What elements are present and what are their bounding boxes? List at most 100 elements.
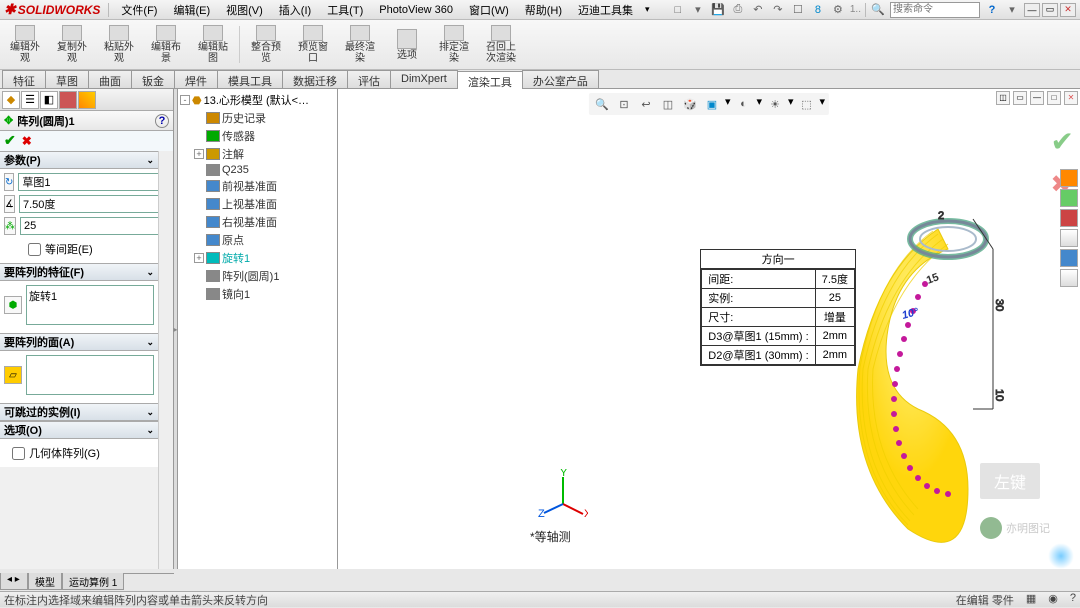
ribbon-编辑布[interactable]: 编辑布景 bbox=[143, 22, 189, 67]
tab-3[interactable]: 钣金 bbox=[131, 70, 175, 88]
tree-item[interactable]: Q235 bbox=[180, 163, 335, 177]
tree-item[interactable]: 前视基准面 bbox=[180, 177, 335, 195]
view-orient-icon[interactable]: 🎲 bbox=[681, 95, 699, 113]
scene-icon[interactable]: ☀ bbox=[766, 95, 784, 113]
vc-2-icon[interactable]: ▭ bbox=[1013, 91, 1027, 105]
tree-item[interactable]: + 旋转1 bbox=[180, 249, 335, 267]
rt-4-icon[interactable] bbox=[1060, 229, 1078, 247]
features-list[interactable]: 旋转1 bbox=[26, 285, 154, 325]
display-style-icon[interactable]: ▣ bbox=[703, 95, 721, 113]
face-list-icon[interactable]: ▱ bbox=[4, 366, 22, 384]
menu-insert[interactable]: 插入(I) bbox=[275, 2, 315, 18]
viewport[interactable]: 🔍 ⊡ ↩ ◫ 🎲 ▣▾ ◐▾ ☀▾ ⬚▾ ◫ ▭ — □ ✕ ✔ ✖ bbox=[338, 89, 1080, 569]
qa-redo-icon[interactable]: ↷ bbox=[770, 2, 786, 18]
tab-2[interactable]: 曲面 bbox=[88, 70, 132, 88]
section-skip-hdr[interactable]: 可跳过的实例(I)⌄ bbox=[0, 403, 158, 421]
angle-icon[interactable]: ∡ bbox=[4, 195, 15, 213]
tree-item[interactable]: 阵列(圆周)1 bbox=[180, 267, 335, 285]
pi-config-icon[interactable]: ☰ bbox=[21, 91, 39, 109]
menu-help[interactable]: 帮助(H) bbox=[521, 2, 566, 18]
faces-list[interactable] bbox=[26, 355, 154, 395]
qa-rebuild-icon[interactable]: 8 bbox=[810, 2, 826, 18]
ribbon-选项[interactable]: 选项 bbox=[384, 22, 430, 67]
vc-4-icon[interactable]: □ bbox=[1047, 91, 1061, 105]
zoom-fit-icon[interactable]: 🔍 bbox=[593, 95, 611, 113]
menu-view[interactable]: 视图(V) bbox=[222, 2, 267, 18]
rt-1-icon[interactable] bbox=[1060, 169, 1078, 187]
apply-scene-icon[interactable]: ⬚ bbox=[798, 95, 816, 113]
ribbon-编辑外[interactable]: 编辑外观 bbox=[2, 22, 48, 67]
ok-button[interactable]: ✔ bbox=[4, 132, 16, 149]
vc-close-icon[interactable]: ✕ bbox=[1064, 91, 1078, 105]
btab-model[interactable]: 模型 bbox=[28, 573, 62, 590]
equal-spacing-checkbox[interactable] bbox=[28, 243, 41, 256]
count-icon[interactable]: ⁂ bbox=[4, 217, 16, 235]
section-options-hdr[interactable]: 选项(O)⌄ bbox=[0, 421, 158, 439]
ribbon-整合预[interactable]: 整合预览 bbox=[243, 22, 289, 67]
rt-3-icon[interactable] bbox=[1060, 209, 1078, 227]
tab-5[interactable]: 模具工具 bbox=[217, 70, 283, 88]
minimize-button[interactable]: — bbox=[1024, 3, 1040, 17]
qa-select-icon[interactable]: ☐ bbox=[790, 2, 806, 18]
vc-1-icon[interactable]: ◫ bbox=[996, 91, 1010, 105]
qa-print-icon[interactable]: ⎙ bbox=[730, 2, 746, 18]
vc-3-icon[interactable]: — bbox=[1030, 91, 1044, 105]
rt-5-icon[interactable] bbox=[1060, 249, 1078, 267]
menu-photoview[interactable]: PhotoView 360 bbox=[375, 4, 457, 16]
panel-help-icon[interactable]: ? bbox=[155, 114, 169, 128]
rt-6-icon[interactable] bbox=[1060, 269, 1078, 287]
maximize-button[interactable]: ▭ bbox=[1042, 3, 1058, 17]
tree-item[interactable]: 传感器 bbox=[180, 127, 335, 145]
qa-save-icon[interactable]: 💾 bbox=[710, 2, 726, 18]
pi-decals-icon[interactable] bbox=[78, 91, 96, 109]
menu-maidi[interactable]: 迈迪工具集 bbox=[574, 2, 637, 18]
tab-7[interactable]: 评估 bbox=[347, 70, 391, 88]
feature-list-icon[interactable]: ⬢ bbox=[4, 296, 22, 314]
tab-10[interactable]: 办公室产品 bbox=[522, 70, 599, 88]
btab-motion[interactable]: 运动算例 1 bbox=[62, 573, 124, 590]
qa-opts-icon[interactable]: ⚙ bbox=[830, 2, 846, 18]
menu-window[interactable]: 窗口(W) bbox=[465, 2, 513, 18]
tab-9[interactable]: 渲染工具 bbox=[457, 71, 523, 89]
ribbon-最终渲[interactable]: 最终渲染 bbox=[337, 22, 383, 67]
ribbon-排定渲[interactable]: 排定渲染 bbox=[431, 22, 477, 67]
prev-view-icon[interactable]: ↩ bbox=[637, 95, 655, 113]
tab-1[interactable]: 草图 bbox=[45, 70, 89, 88]
tree-item[interactable]: 上视基准面 bbox=[180, 195, 335, 213]
axis-icon[interactable]: ↻ bbox=[4, 173, 14, 191]
menu-file[interactable]: 文件(F) bbox=[117, 2, 161, 18]
cancel-button[interactable]: ✖ bbox=[22, 134, 32, 148]
section-params-hdr[interactable]: 参数(P)⌄ bbox=[0, 151, 158, 169]
tab-8[interactable]: DimXpert bbox=[390, 70, 458, 88]
panel-scrollbar[interactable] bbox=[158, 151, 173, 569]
qa-open-icon[interactable]: ▾ bbox=[690, 2, 706, 18]
close-button[interactable]: ✕ bbox=[1060, 3, 1076, 17]
tree-item[interactable]: 右视基准面 bbox=[180, 213, 335, 231]
section-features-hdr[interactable]: 要阵列的特征(F)⌄ bbox=[0, 263, 158, 281]
zoom-area-icon[interactable]: ⊡ bbox=[615, 95, 633, 113]
status-i3-icon[interactable]: ? bbox=[1070, 592, 1076, 608]
hide-show-icon[interactable]: ◐ bbox=[734, 95, 752, 113]
axis-input[interactable] bbox=[18, 173, 158, 191]
section-faces-hdr[interactable]: 要阵列的面(A)⌄ bbox=[0, 333, 158, 351]
btab-nav[interactable]: ◂ ▸ bbox=[0, 573, 28, 590]
menu-edit[interactable]: 编辑(E) bbox=[169, 2, 214, 18]
section-icon[interactable]: ◫ bbox=[659, 95, 677, 113]
qa-undo-icon[interactable]: ↶ bbox=[750, 2, 766, 18]
menu-tools[interactable]: 工具(T) bbox=[323, 2, 367, 18]
tree-item[interactable]: 原点 bbox=[180, 231, 335, 249]
ribbon-粘贴外[interactable]: 粘贴外观 bbox=[96, 22, 142, 67]
tab-0[interactable]: 特征 bbox=[2, 70, 46, 88]
rt-2-icon[interactable] bbox=[1060, 189, 1078, 207]
ribbon-预览窗[interactable]: 预览窗口 bbox=[290, 22, 336, 67]
tab-4[interactable]: 焊件 bbox=[174, 70, 218, 88]
count-input[interactable] bbox=[20, 217, 158, 235]
pi-feature-icon[interactable]: ◆ bbox=[2, 91, 20, 109]
tree-item[interactable]: + 注解 bbox=[180, 145, 335, 163]
tab-6[interactable]: 数据迁移 bbox=[282, 70, 348, 88]
tree-item[interactable]: 历史记录 bbox=[180, 109, 335, 127]
pi-display-icon[interactable]: ◧ bbox=[40, 91, 58, 109]
ribbon-召回上[interactable]: 召回上次渲染 bbox=[478, 22, 524, 67]
tree-item[interactable]: 镜向1 bbox=[180, 285, 335, 303]
viewport-accept-icon[interactable]: ✔ bbox=[1051, 125, 1074, 158]
